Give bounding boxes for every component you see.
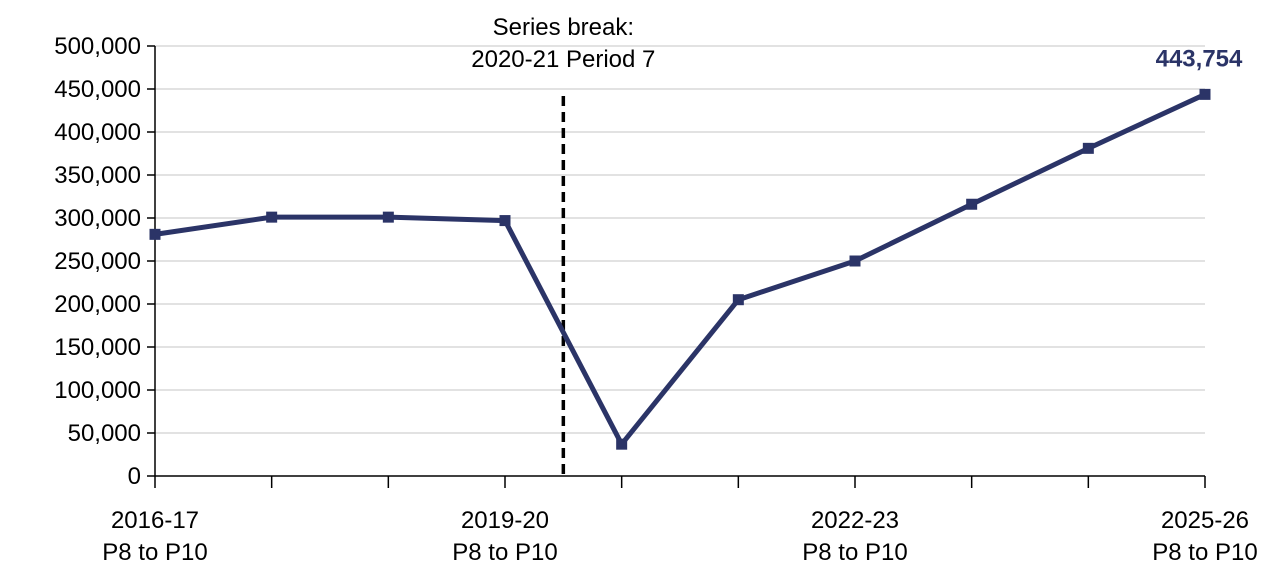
line: [154, 92, 1207, 447]
y-tick-label: 400,000: [54, 119, 141, 146]
x-tick-label: 2025-26 P8 to P10: [1152, 507, 1257, 564]
y-tick-label: 100,000: [54, 377, 141, 404]
marker: [616, 438, 628, 450]
marker: [1199, 88, 1211, 100]
marker: [732, 294, 744, 306]
y-tick-label: 300,000: [54, 205, 141, 232]
y-tick-label: 150,000: [54, 334, 141, 361]
data-label: 443,754: [1156, 45, 1243, 72]
y-tick-label: 500,000: [54, 33, 141, 60]
marker: [499, 215, 511, 227]
y-tick-label: 0: [128, 463, 141, 490]
x-tick-label: 2022-23 P8 to P10: [802, 507, 907, 564]
marker: [382, 211, 394, 223]
marker: [266, 211, 278, 223]
marker: [1082, 142, 1094, 154]
annotation: Series break: 2020-21 Period 7: [471, 14, 655, 73]
y-tick-label: 450,000: [54, 76, 141, 103]
marker: [849, 255, 861, 267]
y-tick-label: 50,000: [68, 420, 141, 447]
y-tick-label: 350,000: [54, 162, 141, 189]
marker: [966, 198, 978, 210]
y-tick-label: 200,000: [54, 291, 141, 318]
marker: [149, 228, 161, 240]
y-tick-label: 250,000: [54, 248, 141, 275]
x-tick-label: 2019-20 P8 to P10: [452, 507, 557, 564]
x-tick-label: 2016-17 P8 to P10: [102, 507, 207, 564]
